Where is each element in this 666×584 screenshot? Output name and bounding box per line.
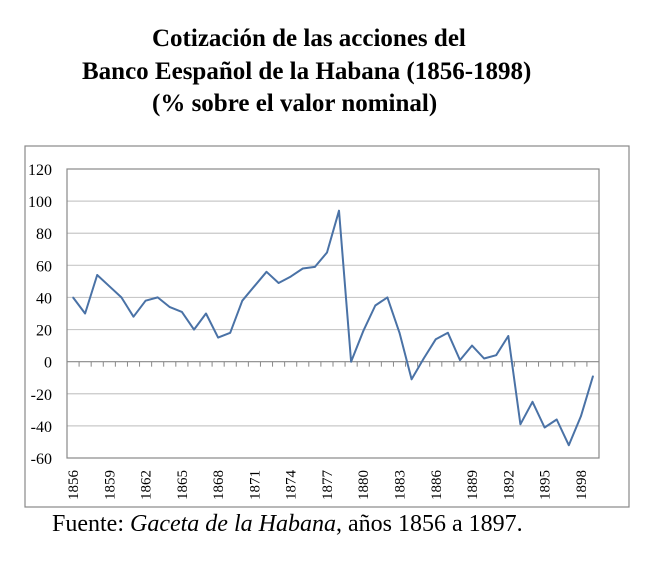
x-tick-label: 1868 — [211, 470, 227, 500]
data-point-1878 — [338, 209, 340, 212]
y-tick-label: 0 — [44, 355, 52, 372]
data-point-1877 — [326, 251, 328, 254]
y-tick-label: -20 — [31, 387, 52, 404]
y-tick-label: 120 — [28, 162, 52, 179]
y-tick-label: 20 — [36, 323, 52, 340]
data-point-1899 — [592, 375, 594, 377]
title-line-3: (% sobre el valor nominal) — [152, 90, 438, 117]
data-point-1874 — [289, 275, 292, 278]
y-tick-label: -60 — [31, 451, 52, 468]
data-point-1863 — [156, 296, 159, 299]
data-point-1879 — [350, 360, 352, 363]
data-point-1858 — [96, 274, 99, 276]
data-point-1893 — [519, 423, 522, 426]
source-suffix: , años 1856 a 1897. — [335, 511, 523, 537]
data-point-1892 — [507, 335, 510, 337]
x-tick-label: 1871 — [247, 470, 263, 500]
data-point-1871 — [253, 285, 256, 288]
source-prefix: Fuente: — [52, 511, 130, 537]
y-tick-label: 80 — [36, 226, 52, 243]
x-tick-label: 1880 — [356, 470, 372, 500]
data-point-1884 — [410, 378, 413, 381]
data-point-1873 — [277, 282, 280, 284]
data-point-1898 — [580, 415, 582, 418]
data-point-1869 — [229, 331, 232, 334]
data-point-1888 — [459, 359, 461, 361]
y-tick-label: 100 — [28, 194, 52, 211]
x-tick-label: 1856 — [66, 470, 82, 501]
x-tick-label: 1892 — [501, 470, 517, 500]
data-point-1880 — [362, 330, 365, 332]
title-line-2: Banco Eespañol de la Habana (1856-1898) — [82, 58, 532, 85]
data-point-1894 — [531, 401, 534, 403]
series-line — [72, 209, 594, 447]
title-line-1: Cotización de las acciones del — [152, 25, 466, 52]
data-point-1872 — [265, 270, 268, 273]
x-tick-label: 1898 — [574, 470, 590, 500]
data-point-1887 — [447, 331, 449, 334]
data-point-1881 — [374, 304, 377, 307]
x-tick-label: 1886 — [429, 470, 445, 501]
data-point-1885 — [422, 357, 425, 360]
x-tick-label: 1859 — [102, 470, 118, 500]
data-point-1876 — [314, 266, 316, 268]
data-point-1860 — [120, 296, 123, 299]
x-tick-label: 1889 — [465, 470, 481, 500]
data-point-1857 — [84, 312, 86, 315]
y-tick-label: 60 — [36, 258, 52, 275]
chart-source-note: Fuente: Gaceta de la Habana, años 1856 a… — [52, 511, 523, 538]
data-point-1897 — [567, 444, 570, 446]
y-tick-label: -40 — [31, 419, 52, 436]
data-point-1883 — [398, 331, 401, 334]
data-point-1861 — [132, 315, 135, 318]
data-point-1868 — [217, 336, 219, 339]
data-point-1889 — [471, 344, 473, 347]
data-point-1890 — [483, 357, 485, 360]
data-point-1856 — [72, 296, 74, 299]
data-point-1886 — [434, 338, 437, 340]
data-point-1859 — [108, 285, 111, 288]
data-point-1870 — [241, 299, 244, 302]
data-point-1882 — [386, 296, 389, 299]
data-point-1875 — [301, 267, 304, 270]
x-tick-label: 1883 — [393, 470, 409, 500]
data-point-1867 — [205, 312, 207, 315]
data-point-1891 — [495, 354, 498, 357]
data-point-1865 — [181, 311, 183, 313]
plot-area — [66, 168, 600, 459]
source-name: Gaceta de la Habana — [130, 511, 336, 537]
data-point-1866 — [193, 328, 195, 331]
data-point-1862 — [144, 299, 147, 302]
x-tick-label: 1862 — [139, 470, 155, 500]
chart-border — [24, 145, 630, 508]
data-point-1864 — [168, 306, 171, 308]
x-tick-label: 1874 — [284, 470, 300, 501]
data-point-1896 — [555, 418, 558, 421]
x-tick-label: 1895 — [538, 470, 554, 500]
x-tick-label: 1865 — [175, 470, 191, 500]
x-tick-label: 1877 — [320, 470, 336, 501]
y-tick-label: 40 — [36, 290, 52, 307]
data-point-1895 — [543, 426, 546, 429]
